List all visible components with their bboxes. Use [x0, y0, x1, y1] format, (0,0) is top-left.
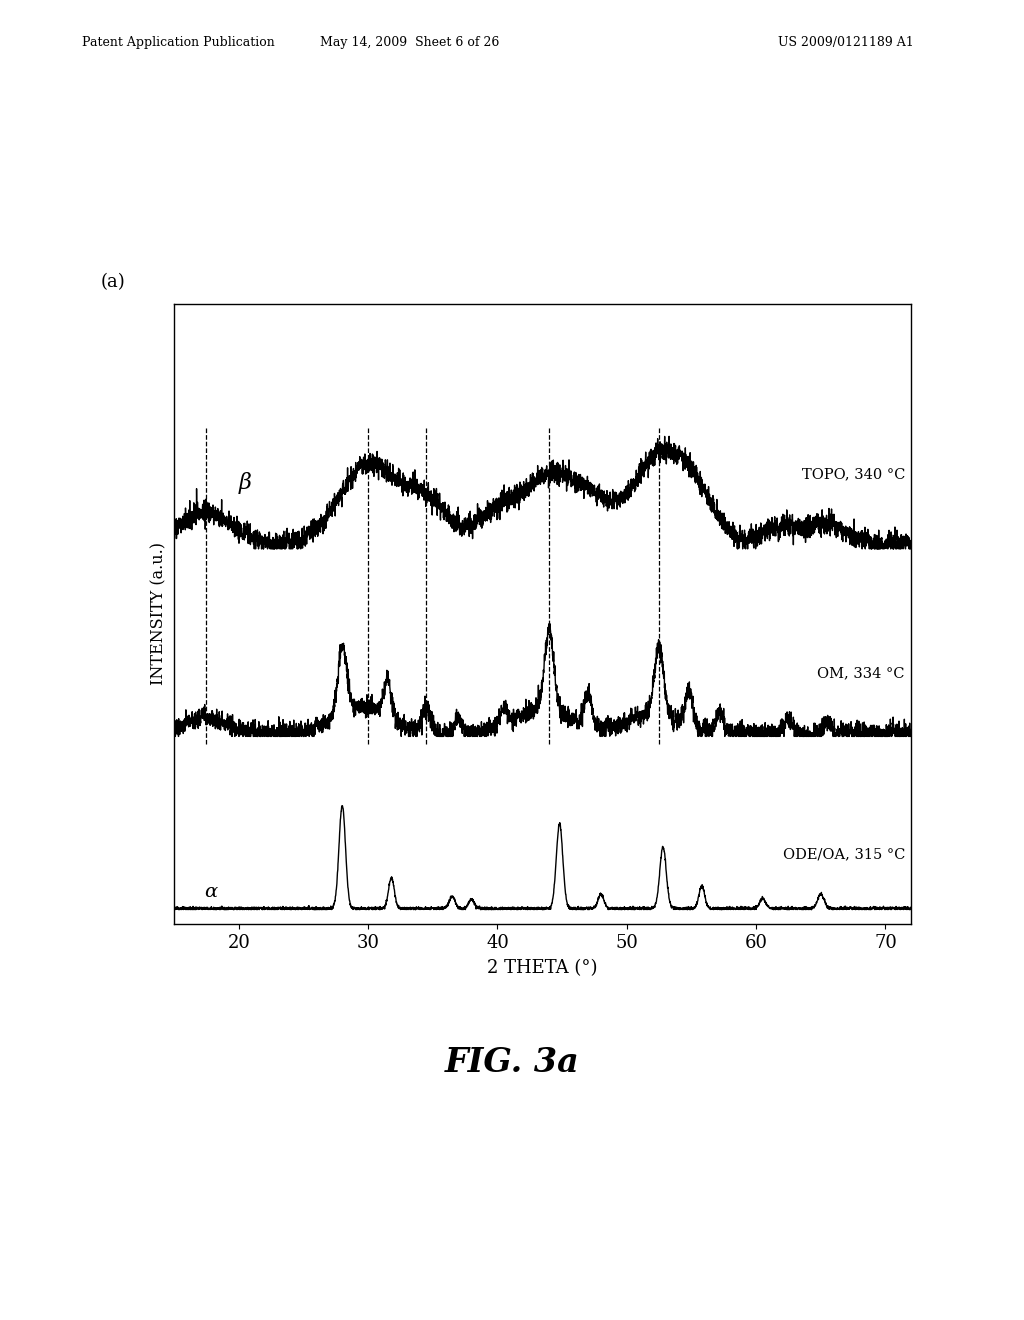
Text: Patent Application Publication: Patent Application Publication [82, 36, 274, 49]
Text: OM, 334 °C: OM, 334 °C [817, 667, 905, 680]
Text: (a): (a) [100, 273, 125, 292]
Text: ODE/OA, 315 °C: ODE/OA, 315 °C [782, 847, 905, 862]
Y-axis label: INTENSITY (a.u.): INTENSITY (a.u.) [151, 543, 167, 685]
Text: TOPO, 340 °C: TOPO, 340 °C [802, 467, 905, 480]
Text: α: α [204, 883, 217, 902]
Text: FIG. 3a: FIG. 3a [444, 1045, 580, 1080]
Text: May 14, 2009  Sheet 6 of 26: May 14, 2009 Sheet 6 of 26 [319, 36, 500, 49]
Text: US 2009/0121189 A1: US 2009/0121189 A1 [778, 36, 914, 49]
X-axis label: 2 THETA (°): 2 THETA (°) [487, 958, 598, 977]
Text: β: β [239, 473, 252, 494]
